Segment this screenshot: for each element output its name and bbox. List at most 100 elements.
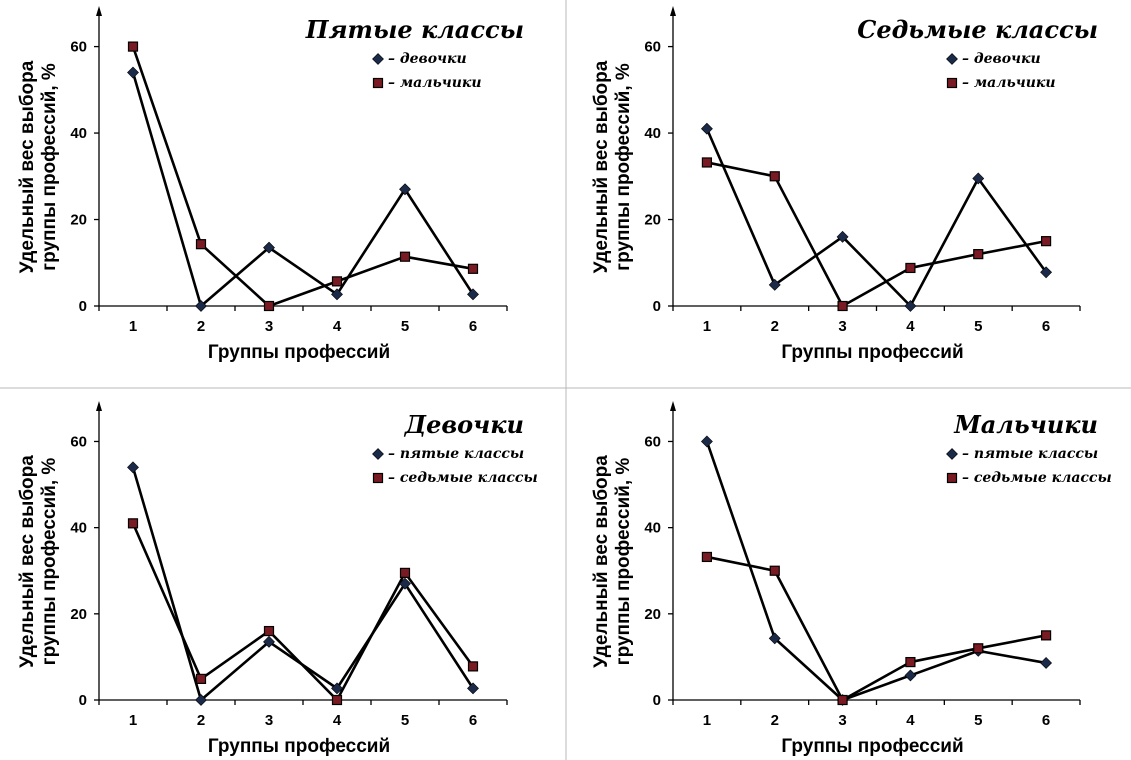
data-point-square	[837, 300, 848, 312]
y-axis-arrow	[670, 401, 676, 411]
y-tick-label: 0	[653, 692, 661, 709]
y-axis-label: Удельный вес выборагруппы профессий, %	[591, 455, 634, 668]
chart-title: Девочки	[404, 410, 524, 439]
data-point-diamond	[700, 435, 713, 448]
data-point-square	[973, 643, 984, 654]
data-point-square	[263, 625, 275, 637]
data-point-diamond	[467, 288, 479, 301]
x-tick-label: 1	[703, 712, 711, 729]
x-axis-label: Группы профессий	[781, 342, 963, 363]
series-line-2	[706, 161, 1047, 308]
data-point-diamond	[263, 635, 275, 648]
data-point-square	[1040, 236, 1052, 247]
y-tick-label: 40	[70, 520, 87, 537]
x-tick-label: 2	[771, 318, 779, 335]
y-tick-label: 60	[70, 39, 87, 56]
series-line-1	[131, 72, 475, 308]
x-tick-label: 5	[974, 712, 982, 729]
legend-square-marker	[372, 472, 384, 484]
data-point-diamond	[904, 300, 917, 312]
x-tick-label: 3	[838, 318, 846, 335]
x-tick-label: 6	[469, 318, 477, 335]
data-point-diamond	[195, 694, 207, 706]
data-point-square	[769, 171, 780, 182]
legend-label: – седьмые классы	[388, 470, 538, 486]
x-tick-label: 3	[265, 712, 273, 729]
data-point-diamond	[399, 183, 411, 196]
y-tick-label: 0	[79, 692, 87, 709]
chart-title: Пятые классы	[305, 15, 524, 44]
data-point-diamond	[399, 577, 411, 590]
legend-square-marker	[946, 472, 958, 484]
data-point-square	[195, 239, 207, 250]
y-axis-arrow	[670, 6, 676, 16]
chart-panel-2: 0 20 40 60 1 2 3 4 5 6 Группы профессий Удельный ве…	[591, 6, 1098, 363]
x-tick-label: 1	[129, 318, 137, 335]
x-tick-label: 1	[129, 712, 137, 729]
series-line-2	[131, 46, 474, 308]
y-tick-label: 20	[70, 212, 87, 229]
series-line-2	[131, 522, 475, 702]
data-point-square	[127, 518, 139, 529]
data-point-square	[399, 567, 411, 578]
chart-title: Мальчики	[953, 410, 1098, 439]
data-point-diamond	[904, 669, 917, 682]
legend-diamond-marker	[946, 448, 958, 460]
data-point-diamond	[331, 288, 343, 301]
y-tick-label: 60	[644, 433, 661, 450]
x-tick-label: 4	[333, 318, 342, 335]
y-axis-label: Удельный вес выборагруппы профессий, %	[591, 60, 634, 273]
x-tick-label: 4	[333, 712, 342, 729]
x-tick-label: 6	[469, 712, 477, 729]
data-point-square	[837, 694, 848, 706]
legend-label: – мальчики	[962, 75, 1056, 91]
series-line-1	[705, 128, 1048, 308]
y-tick-label: 60	[70, 433, 87, 450]
data-point-diamond	[1040, 266, 1053, 279]
data-point-diamond	[1040, 657, 1053, 669]
x-tick-label: 1	[703, 318, 711, 335]
data-point-square	[467, 661, 479, 672]
legend-diamond-marker	[372, 448, 384, 460]
y-axis-label: Удельный вес выборагруппы профессий, %	[17, 455, 60, 668]
y-tick-label: 40	[644, 125, 661, 142]
data-point-diamond	[127, 461, 139, 474]
legend-label: – девочки	[962, 51, 1041, 67]
x-axis-label: Группы профессий	[781, 736, 963, 757]
legend-label: – пятые классы	[388, 446, 524, 462]
chart-panel-1: 0 20 40 60 1 2 3 4 5 6 Группы профессий Удельный ве…	[17, 6, 524, 363]
chart-title: Седьмые классы	[857, 15, 1098, 44]
data-point-diamond	[700, 122, 713, 135]
legend-diamond-marker	[372, 53, 384, 65]
x-tick-label: 5	[974, 318, 982, 335]
y-tick-label: 20	[644, 212, 661, 229]
y-tick-label: 20	[70, 606, 87, 623]
data-point-square	[701, 551, 713, 563]
legend-label: – девочки	[388, 51, 467, 67]
data-point-square	[399, 251, 411, 262]
data-point-diamond	[263, 241, 275, 254]
y-tick-label: 40	[70, 125, 87, 142]
y-tick-label: 0	[653, 298, 661, 315]
x-tick-label: 2	[197, 712, 205, 729]
data-point-square	[331, 694, 343, 706]
legend-label: – пятые классы	[962, 446, 1098, 462]
data-point-diamond	[768, 632, 781, 645]
legend-label: – мальчики	[388, 75, 482, 91]
y-tick-label: 20	[644, 606, 661, 623]
x-tick-label: 2	[197, 318, 205, 335]
series-line-1	[705, 441, 1047, 702]
x-tick-label: 5	[401, 712, 409, 729]
data-point-diamond	[331, 682, 343, 695]
x-axis-label: Группы профессий	[208, 342, 390, 363]
data-point-square	[467, 263, 479, 274]
chart-panel-4: 0 20 40 60 1 2 3 4 5 6 Группы профессий Удельный ве…	[591, 401, 1112, 757]
x-tick-label: 3	[265, 318, 273, 335]
data-point-square	[263, 300, 275, 312]
y-axis-arrow	[96, 401, 102, 411]
data-point-square	[905, 262, 916, 274]
legend-label: – седьмые классы	[962, 470, 1112, 486]
x-tick-label: 5	[401, 318, 409, 335]
legend-diamond-marker	[946, 53, 958, 65]
